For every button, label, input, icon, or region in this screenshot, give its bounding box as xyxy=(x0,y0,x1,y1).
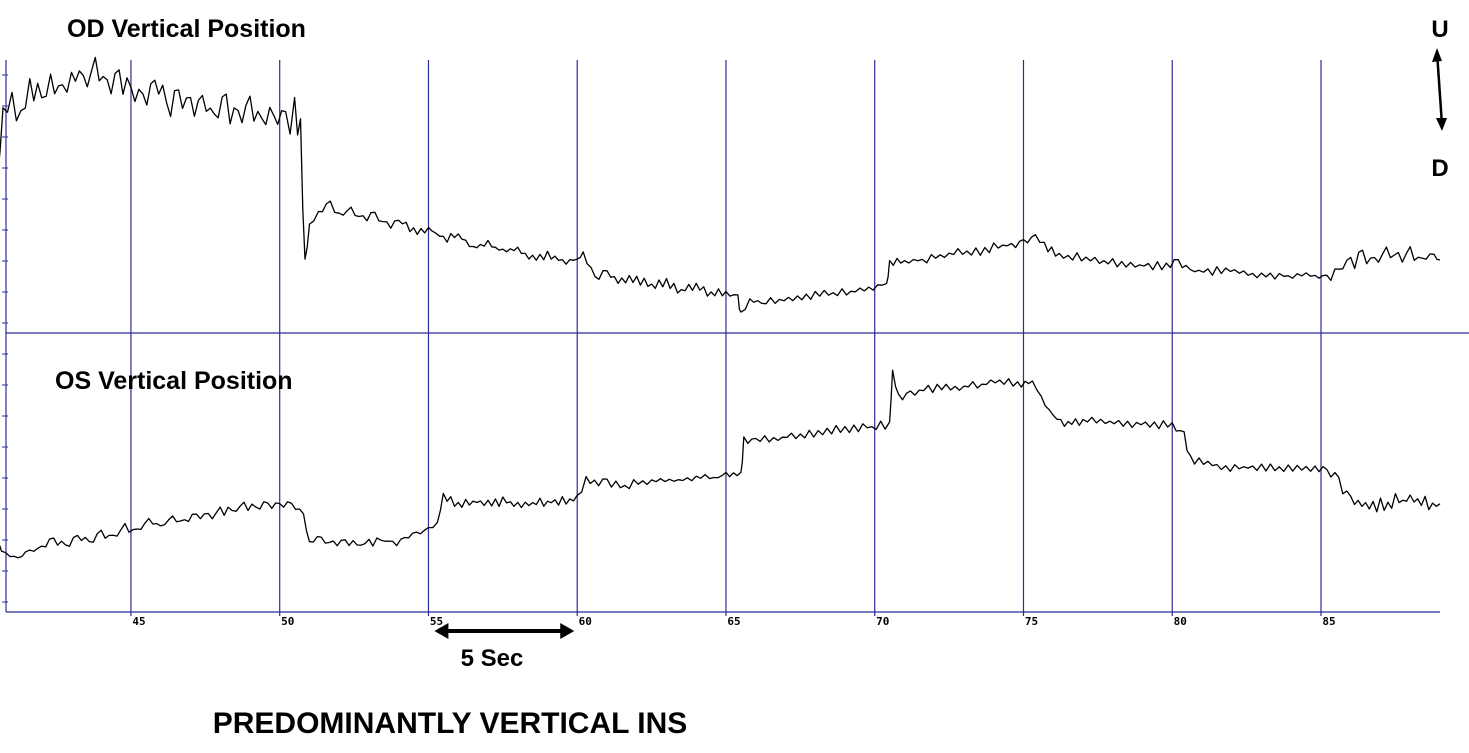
time-scale-bar xyxy=(434,623,575,639)
x-tick-label: 65 xyxy=(727,615,740,628)
direction-indicator: U D xyxy=(1431,16,1448,182)
direction-arrow-down-head xyxy=(1436,118,1447,131)
x-tick-label: 45 xyxy=(132,615,145,628)
x-tick-label: 50 xyxy=(281,615,294,628)
scale-bar-right-arrowhead xyxy=(560,623,575,639)
x-tick-label: 60 xyxy=(579,615,592,628)
direction-down-label: D xyxy=(1431,155,1448,182)
x-tick-label: 80 xyxy=(1174,615,1187,628)
y-tick-marks xyxy=(2,74,8,603)
direction-arrow-shaft xyxy=(1435,51,1444,126)
panel-title-os: OS Vertical Position xyxy=(55,367,293,395)
chart-traces xyxy=(0,56,1441,559)
chart-caption: PREDOMINANTLY VERTICAL INS xyxy=(213,707,688,740)
x-tick-label: 85 xyxy=(1322,615,1335,628)
trace-os xyxy=(0,369,1441,559)
x-tick-label: 70 xyxy=(876,615,889,628)
x-tick-labels: 45 50 55 60 65 70 75 80 85 xyxy=(132,615,1335,628)
x-tick-label: 75 xyxy=(1025,615,1038,628)
panel-title-od: OD Vertical Position xyxy=(67,15,306,43)
direction-arrow-up-head xyxy=(1432,48,1442,62)
scale-bar-left-arrowhead xyxy=(434,623,449,639)
trace-od xyxy=(0,56,1441,313)
time-scale-label: 5 Sec xyxy=(461,645,524,672)
x-tick-label: 55 xyxy=(430,615,443,628)
direction-up-label: U xyxy=(1431,16,1448,43)
chart-grid xyxy=(5,60,1469,616)
